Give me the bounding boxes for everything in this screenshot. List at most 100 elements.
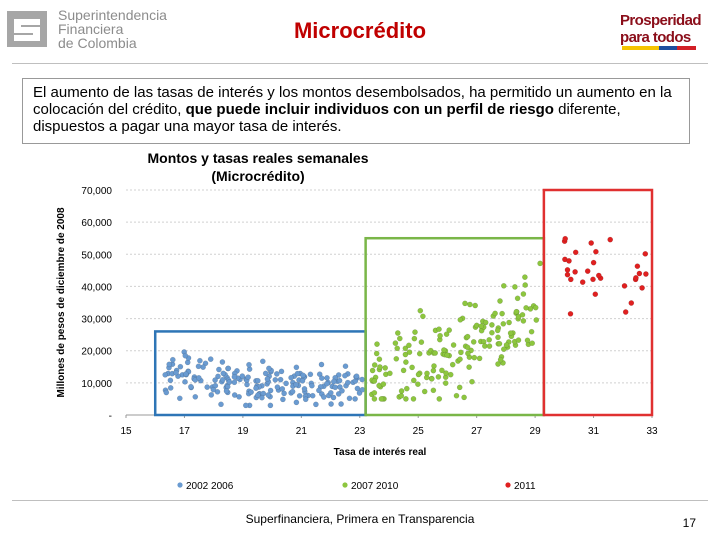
data-point-series-1 (330, 378, 337, 385)
data-point-series-2 (506, 319, 512, 326)
data-point-series-1 (335, 391, 342, 397)
data-point-series-2 (376, 356, 383, 362)
data-point-series-2 (457, 356, 463, 362)
data-point-series-1 (339, 387, 345, 394)
intro-text-end: diferente, dispuestos a pagar una mayor … (33, 101, 621, 135)
data-point-series-2 (409, 364, 415, 371)
data-point-series-1 (293, 364, 300, 371)
data-point-series-2 (435, 374, 442, 380)
data-point-series-1 (267, 387, 274, 394)
legend-label-series-2: 2007 2010 (351, 481, 399, 492)
data-point-series-1 (293, 381, 299, 388)
data-point-series-2 (465, 350, 471, 357)
header-divider (12, 63, 708, 64)
data-point-series-1 (226, 379, 233, 385)
data-point-series-1 (332, 384, 339, 391)
data-point-series-1 (173, 369, 179, 376)
data-point-series-2 (421, 388, 428, 395)
data-point-series-1 (245, 374, 251, 380)
data-point-series-2 (430, 387, 437, 394)
data-point-series-1 (307, 371, 314, 378)
data-point-series-2 (406, 342, 412, 349)
data-point-series-3 (590, 259, 597, 266)
data-point-series-2 (437, 332, 443, 339)
x-tick-label: 31 (588, 426, 600, 437)
data-point-series-1 (296, 392, 303, 399)
data-point-series-2 (478, 323, 485, 329)
scatter-chart: Montos y tasas reales semanales (Microcré… (56, 150, 658, 492)
x-tick-label: 25 (413, 426, 425, 437)
data-point-series-1 (231, 374, 238, 380)
data-point-series-2 (537, 260, 543, 267)
data-point-series-1 (167, 385, 174, 391)
data-point-series-2 (512, 284, 518, 290)
prosperidad-logo: Prosperidad para todos (612, 10, 712, 50)
data-point-series-3 (584, 268, 591, 274)
y-tick-label: 30,000 (81, 315, 112, 326)
superfinanciera-logo-text: Superintendencia Financiera de Colombia (58, 8, 167, 50)
data-point-series-1 (346, 395, 353, 402)
data-point-series-2 (466, 364, 472, 370)
data-point-series-2 (420, 313, 426, 320)
intro-text-bold: que puede incluir individuos con un perf… (185, 101, 554, 118)
data-point-series-2 (469, 378, 475, 385)
data-point-series-1 (195, 374, 202, 381)
data-point-series-1 (207, 356, 214, 362)
data-point-series-2 (500, 282, 507, 289)
data-point-series-3 (572, 249, 579, 256)
data-point-series-1 (218, 401, 224, 408)
data-point-series-1 (208, 392, 215, 398)
data-point-series-2 (403, 396, 409, 402)
highlight-box-series-2 (364, 236, 546, 417)
data-point-series-1 (342, 372, 348, 379)
data-point-series-1 (242, 402, 249, 409)
data-point-series-2 (369, 367, 376, 374)
data-point-series-2 (453, 392, 460, 399)
data-point-series-2 (514, 295, 521, 302)
data-point-series-1 (277, 376, 284, 383)
data-point-series-2 (443, 331, 450, 337)
data-point-series-1 (219, 376, 226, 383)
data-point-series-1 (176, 395, 183, 402)
data-point-series-2 (400, 367, 407, 374)
y-tick-label: 10,000 (81, 379, 112, 390)
data-point-series-1 (225, 365, 232, 372)
legend-label-series-1: 2002 2006 (186, 481, 234, 492)
data-point-series-2 (522, 282, 529, 288)
data-point-series-1 (259, 394, 265, 401)
data-point-series-2 (371, 362, 378, 368)
data-point-series-2 (492, 310, 498, 317)
legend-marker-series-3 (505, 482, 511, 488)
data-point-series-1 (273, 371, 280, 377)
x-tick-label: 29 (530, 426, 542, 437)
data-point-series-2 (486, 336, 493, 343)
legend-label-series-3: 2011 (514, 481, 536, 492)
data-point-series-1 (278, 368, 285, 375)
data-point-series-1 (254, 392, 261, 398)
data-point-series-2 (464, 333, 471, 340)
data-point-series-2 (398, 392, 405, 399)
data-point-series-1 (288, 374, 294, 381)
data-point-series-1 (318, 361, 325, 368)
data-point-series-2 (464, 344, 471, 351)
data-point-series-2 (482, 319, 489, 326)
data-point-series-2 (495, 361, 501, 367)
x-tick-label: 17 (179, 426, 191, 437)
data-point-series-1 (327, 389, 334, 396)
data-point-series-3 (634, 263, 641, 269)
data-point-series-3 (639, 285, 645, 291)
data-point-series-2 (374, 341, 380, 347)
data-point-series-1 (353, 373, 360, 379)
data-point-series-3 (643, 271, 649, 277)
data-point-series-1 (279, 386, 286, 392)
data-point-series-1 (342, 363, 349, 369)
data-point-series-2 (500, 320, 507, 327)
data-point-series-1 (344, 379, 351, 386)
data-point-series-1 (301, 385, 308, 392)
prosperidad-logo-line-2: para todos (620, 29, 691, 46)
data-point-series-2 (458, 349, 464, 356)
data-point-series-2 (377, 364, 383, 370)
data-point-series-3 (568, 276, 574, 283)
data-point-series-1 (183, 371, 189, 377)
data-point-series-1 (338, 401, 344, 407)
